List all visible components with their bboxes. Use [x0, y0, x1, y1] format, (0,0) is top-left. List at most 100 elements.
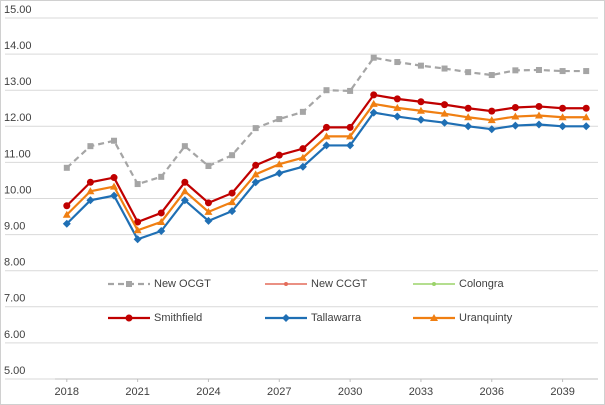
marker	[299, 108, 306, 115]
series	[62, 99, 591, 234]
x-tick-label: 2036	[480, 386, 504, 398]
marker	[110, 174, 118, 182]
y-tick-label: 5.00	[4, 365, 25, 377]
marker	[110, 182, 119, 190]
marker	[488, 72, 495, 79]
y-tick-label: 12.00	[4, 112, 32, 124]
series	[63, 91, 590, 226]
marker	[416, 115, 425, 124]
marker	[558, 113, 567, 121]
marker	[559, 104, 567, 112]
marker	[228, 189, 236, 197]
marker	[582, 104, 590, 112]
legend-marker	[126, 281, 132, 287]
marker	[157, 217, 166, 225]
marker	[394, 59, 401, 66]
marker	[464, 122, 473, 131]
marker	[559, 68, 566, 75]
marker	[252, 161, 260, 169]
y-tick-label: 8.00	[4, 257, 25, 269]
marker	[204, 216, 213, 225]
marker	[511, 121, 520, 130]
marker	[276, 116, 283, 123]
legend-marker	[430, 314, 438, 321]
legend-marker	[432, 282, 436, 286]
marker	[133, 235, 142, 244]
marker	[534, 111, 543, 119]
marker	[298, 162, 307, 171]
marker	[464, 113, 473, 121]
marker	[369, 99, 378, 107]
marker	[228, 207, 237, 216]
marker	[228, 198, 237, 206]
legend-label: Tallawarra	[311, 312, 362, 324]
marker	[393, 95, 401, 103]
marker	[370, 91, 378, 99]
marker	[204, 207, 213, 215]
marker	[534, 120, 543, 129]
x-tick-label: 2039	[550, 386, 574, 398]
marker	[204, 199, 212, 207]
marker	[558, 122, 567, 131]
marker	[275, 151, 283, 159]
marker	[488, 107, 496, 115]
y-tick-label: 11.00	[4, 148, 31, 160]
marker	[181, 143, 188, 150]
marker	[441, 101, 449, 109]
x-tick-label: 2030	[338, 386, 362, 398]
marker	[86, 187, 95, 195]
series	[63, 54, 590, 188]
marker	[298, 153, 307, 161]
marker	[346, 132, 355, 140]
marker	[111, 137, 118, 144]
y-tick-label: 13.00	[4, 76, 32, 88]
marker	[370, 54, 377, 61]
x-tick-label: 2027	[267, 386, 291, 398]
marker	[87, 143, 94, 150]
marker	[465, 69, 472, 76]
marker	[322, 132, 331, 140]
marker	[511, 104, 519, 112]
marker	[133, 226, 142, 234]
legend-label: New CCGT	[311, 278, 368, 290]
y-tick-label: 9.00	[4, 221, 25, 233]
marker	[441, 65, 448, 72]
marker	[158, 173, 165, 180]
marker	[464, 104, 472, 112]
marker	[512, 67, 519, 74]
y-tick-label: 10.00	[4, 184, 32, 196]
marker	[323, 87, 330, 94]
marker	[275, 160, 284, 168]
marker	[417, 62, 424, 69]
marker	[440, 118, 449, 127]
legend-marker	[282, 314, 290, 322]
marker	[416, 106, 425, 114]
legend-label: Colongra	[459, 278, 505, 290]
marker	[180, 196, 189, 205]
marker	[535, 66, 542, 73]
marker	[393, 103, 402, 111]
marker	[181, 178, 189, 186]
y-tick-label: 14.00	[4, 40, 32, 52]
marker	[251, 170, 260, 178]
marker	[346, 141, 355, 150]
marker	[440, 109, 449, 117]
marker	[110, 191, 119, 200]
legend-label: Uranquinty	[459, 312, 513, 324]
marker	[62, 210, 71, 218]
marker	[487, 125, 496, 134]
legend-marker	[125, 314, 133, 322]
y-tick-label: 7.00	[4, 293, 25, 305]
marker	[535, 102, 543, 110]
x-tick-label: 2024	[196, 386, 220, 398]
marker	[205, 163, 212, 170]
legend-marker	[284, 282, 288, 286]
legend-label: Smithfield	[154, 312, 202, 324]
marker	[393, 112, 402, 121]
x-tick-label: 2018	[55, 386, 79, 398]
marker	[487, 116, 496, 124]
marker	[251, 178, 260, 187]
marker	[180, 187, 189, 195]
